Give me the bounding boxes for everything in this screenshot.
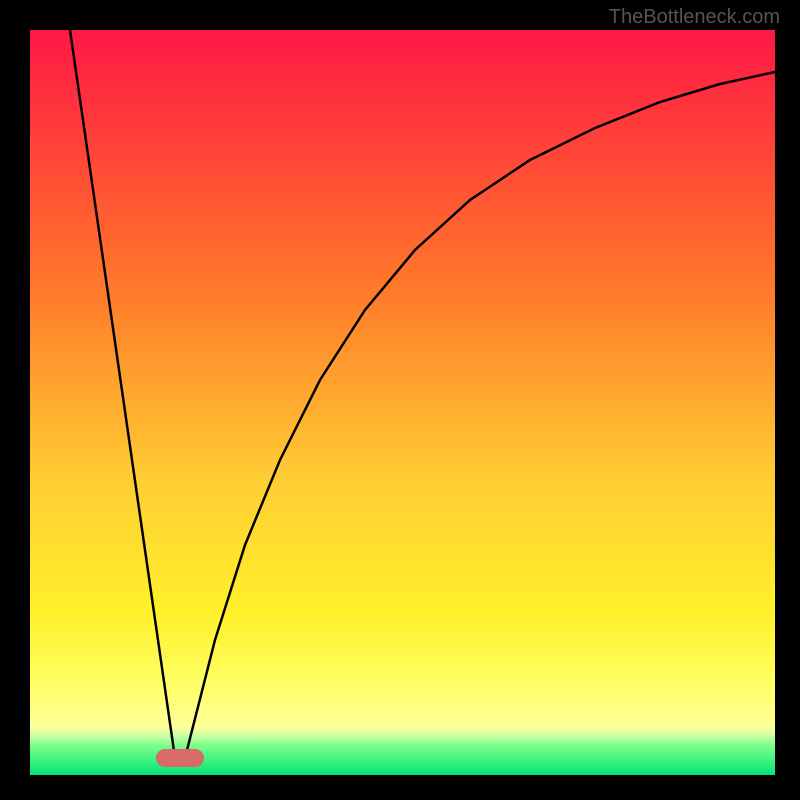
trough-marker	[156, 749, 204, 767]
watermark-text: TheBottleneck.com	[609, 6, 780, 29]
plot-gradient-area	[30, 30, 775, 775]
chart-container: TheBottleneck.com	[0, 0, 800, 800]
